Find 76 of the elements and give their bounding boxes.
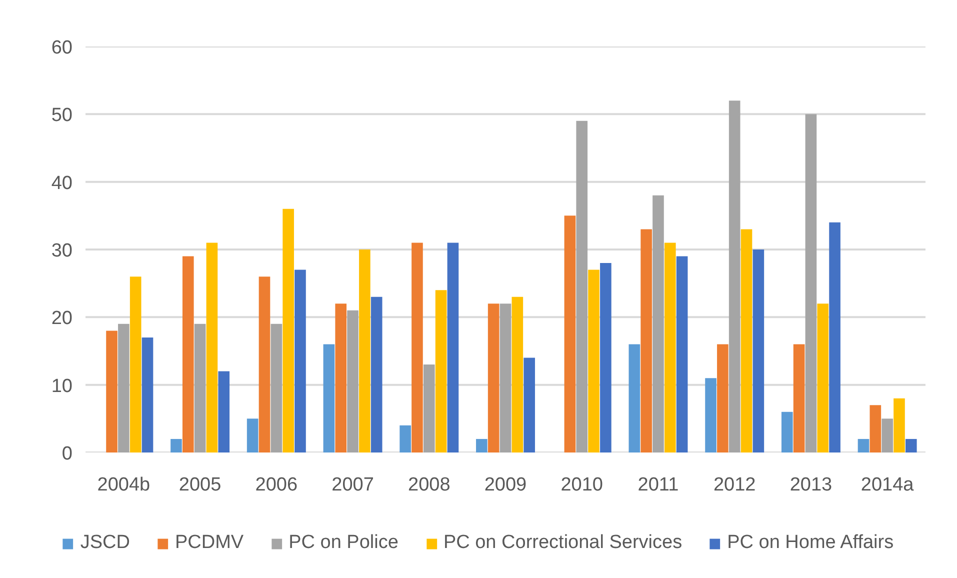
bar — [106, 330, 118, 452]
bar — [564, 216, 576, 452]
bar — [512, 296, 524, 452]
bar — [676, 256, 688, 452]
legend-label: PCDMV — [174, 532, 244, 554]
bar — [524, 358, 535, 452]
bar — [858, 438, 870, 452]
bar — [640, 229, 652, 452]
bar — [218, 371, 230, 452]
x-tick-label: 2004b — [97, 474, 150, 496]
legend-label: PC on Home Affairs — [727, 532, 894, 554]
y-tick-label: 30 — [51, 240, 73, 262]
bar — [576, 120, 588, 452]
bar — [870, 405, 882, 452]
bar — [447, 242, 459, 452]
bar — [652, 195, 664, 452]
x-tick-label: 2014a — [860, 474, 914, 496]
bar — [728, 100, 740, 452]
bar — [170, 438, 182, 452]
bar — [488, 304, 500, 452]
bar — [600, 263, 612, 452]
bar — [370, 296, 382, 452]
bar — [588, 270, 600, 452]
bar — [793, 344, 805, 452]
bar — [664, 242, 676, 452]
y-tick-label: 10 — [51, 376, 73, 397]
x-tick-label: 2005 — [178, 474, 222, 496]
x-tick-label: 2006 — [255, 474, 298, 496]
bar — [882, 418, 893, 452]
legend-label: PC on Correctional Services — [443, 532, 682, 554]
bar — [130, 276, 142, 452]
bar — [781, 412, 793, 452]
x-tick-label: 2011 — [638, 474, 679, 496]
bar — [294, 270, 306, 452]
x-tick-label: 2009 — [484, 474, 527, 496]
y-tick-label: 50 — [51, 105, 73, 126]
bar — [282, 208, 294, 452]
bar — [894, 398, 905, 452]
x-tick-label: 2012 — [713, 474, 756, 496]
bar — [359, 250, 370, 452]
bar — [829, 222, 840, 452]
bar — [142, 337, 154, 452]
bar — [412, 242, 423, 452]
bar — [628, 344, 640, 452]
y-tick-label: 60 — [51, 38, 73, 58]
bar — [246, 418, 258, 452]
bar — [323, 344, 335, 452]
x-tick-label: 2010 — [560, 474, 604, 496]
bar — [500, 304, 512, 452]
bar — [347, 310, 358, 452]
bar — [182, 256, 194, 452]
bar — [905, 438, 917, 452]
legend-label: JSCD — [80, 532, 130, 554]
bar — [118, 324, 130, 452]
y-tick-label: 20 — [51, 308, 73, 330]
bar — [752, 250, 764, 452]
bar — [194, 324, 206, 452]
x-tick-label: 2008 — [408, 474, 450, 496]
x-tick-label: 2013 — [790, 474, 832, 496]
bar — [805, 114, 817, 452]
bar — [206, 242, 218, 452]
bar — [705, 378, 716, 452]
bar — [258, 276, 270, 452]
bar — [817, 304, 829, 452]
bar — [717, 344, 728, 452]
y-tick-label: 40 — [51, 172, 73, 194]
bar — [400, 425, 411, 452]
bar — [476, 438, 488, 452]
bar — [740, 229, 752, 452]
bar — [270, 324, 282, 452]
bar — [423, 364, 435, 452]
bar — [335, 304, 347, 452]
x-tick-label: 2007 — [332, 474, 374, 496]
bar — [435, 290, 447, 452]
legend-label: PC on Police — [288, 532, 398, 554]
y-tick-label: 0 — [62, 444, 73, 464]
